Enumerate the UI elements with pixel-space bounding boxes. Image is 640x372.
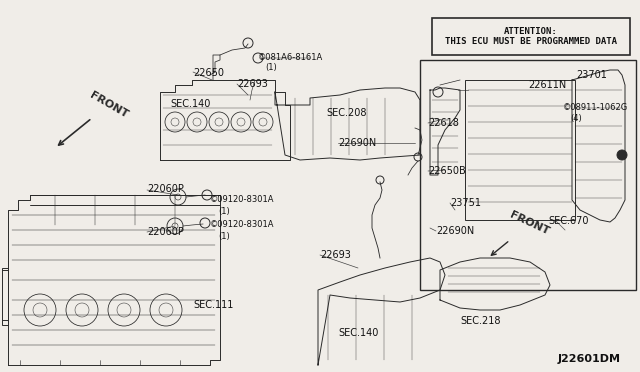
Text: (1): (1) <box>218 232 230 241</box>
Text: (1): (1) <box>218 207 230 216</box>
Text: 22650B: 22650B <box>428 166 466 176</box>
Text: 22693: 22693 <box>320 250 351 260</box>
Text: 22690N: 22690N <box>436 226 474 236</box>
Bar <box>2 268 8 325</box>
Text: ©081A6-8161A: ©081A6-8161A <box>258 53 323 62</box>
Text: SEC.208: SEC.208 <box>326 108 367 118</box>
Circle shape <box>617 150 627 160</box>
Text: (1): (1) <box>265 63 276 72</box>
Text: SEC.218: SEC.218 <box>460 316 500 326</box>
Text: 22060P: 22060P <box>147 227 184 237</box>
Text: 22650: 22650 <box>193 68 224 78</box>
Text: SEC.111: SEC.111 <box>193 300 234 310</box>
Text: 23751: 23751 <box>450 198 481 208</box>
Text: 23701: 23701 <box>576 70 607 80</box>
Text: SEC.670: SEC.670 <box>548 216 589 226</box>
Text: 22618: 22618 <box>428 118 459 128</box>
Text: (4): (4) <box>570 114 582 123</box>
Text: ATTENTION:
THIS ECU MUST BE PROGRAMMED DATA: ATTENTION: THIS ECU MUST BE PROGRAMMED D… <box>445 27 617 46</box>
Text: 22611N: 22611N <box>528 80 566 90</box>
Text: FRONT: FRONT <box>88 90 130 120</box>
Text: ©09120-8301A: ©09120-8301A <box>210 195 275 204</box>
Text: SEC.140: SEC.140 <box>170 99 211 109</box>
Text: 22060P: 22060P <box>147 184 184 194</box>
Text: J22601DM: J22601DM <box>558 354 621 364</box>
Text: ©09120-8301A: ©09120-8301A <box>210 220 275 229</box>
Text: 22693: 22693 <box>237 79 268 89</box>
Text: ©08911-1062G: ©08911-1062G <box>563 103 628 112</box>
Text: 22690N: 22690N <box>338 138 376 148</box>
Bar <box>420 60 636 290</box>
Text: FRONT: FRONT <box>508 210 550 237</box>
Bar <box>432 18 630 55</box>
Bar <box>465 80 575 220</box>
Text: SEC.140: SEC.140 <box>338 328 378 338</box>
